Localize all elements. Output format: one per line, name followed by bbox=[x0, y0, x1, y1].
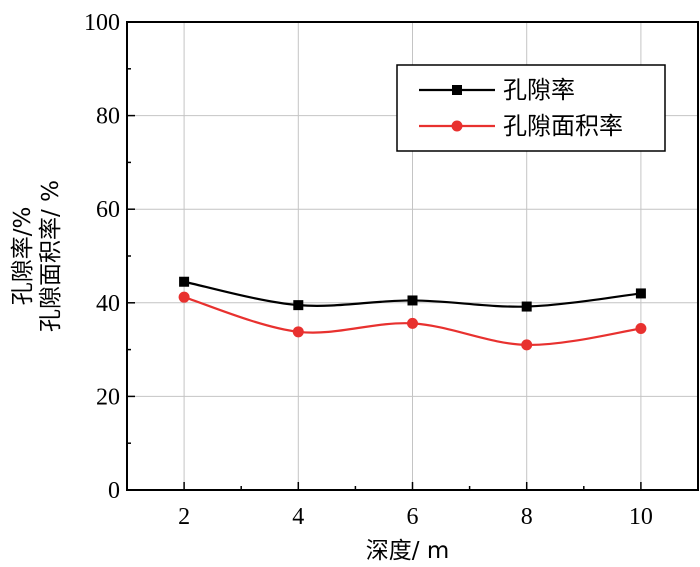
legend-entry: 孔隙率 bbox=[419, 76, 575, 104]
y-axis-title-line-1: 孔隙率/% bbox=[10, 207, 36, 306]
data-point bbox=[292, 326, 304, 338]
x-tick-label: 2 bbox=[178, 504, 190, 530]
y-tick-label: 20 bbox=[96, 384, 120, 410]
axis-ticks bbox=[126, 21, 699, 491]
x-tick-label: 4 bbox=[292, 504, 304, 530]
x-axis-title: 深度/ m bbox=[366, 538, 449, 564]
x-tick-label: 10 bbox=[629, 504, 653, 530]
y-tick-label: 100 bbox=[84, 10, 120, 36]
x-tick-label: 6 bbox=[407, 504, 419, 530]
data-point bbox=[293, 300, 304, 311]
legend-box bbox=[396, 64, 666, 152]
data-point bbox=[635, 288, 646, 299]
legend-entry: 孔隙面积率 bbox=[419, 112, 623, 140]
data-point bbox=[635, 323, 647, 335]
y-tick-label: 60 bbox=[96, 197, 120, 223]
data-point bbox=[407, 317, 418, 329]
y-tick-label: 40 bbox=[96, 291, 120, 317]
legend-marker bbox=[452, 85, 462, 95]
x-tick-label: 8 bbox=[521, 504, 533, 530]
data-point bbox=[179, 276, 190, 287]
legend-label: 孔隙率 bbox=[503, 76, 575, 104]
series-layer bbox=[178, 276, 647, 351]
data-point bbox=[521, 339, 533, 351]
y-axis-title-line-2: 孔隙面积率/ % bbox=[38, 180, 64, 332]
series-1 bbox=[179, 276, 646, 312]
data-point bbox=[521, 301, 532, 312]
legend-marker bbox=[451, 120, 463, 132]
data-point bbox=[407, 295, 418, 306]
y-tick-label: 0 bbox=[108, 478, 120, 504]
legend-label: 孔隙面积率 bbox=[503, 112, 623, 140]
y-tick-label: 80 bbox=[96, 104, 120, 130]
data-point bbox=[178, 291, 190, 303]
series-2 bbox=[178, 291, 647, 351]
y-axis-title: 孔隙率/% 孔隙面积率/ % bbox=[10, 180, 64, 332]
